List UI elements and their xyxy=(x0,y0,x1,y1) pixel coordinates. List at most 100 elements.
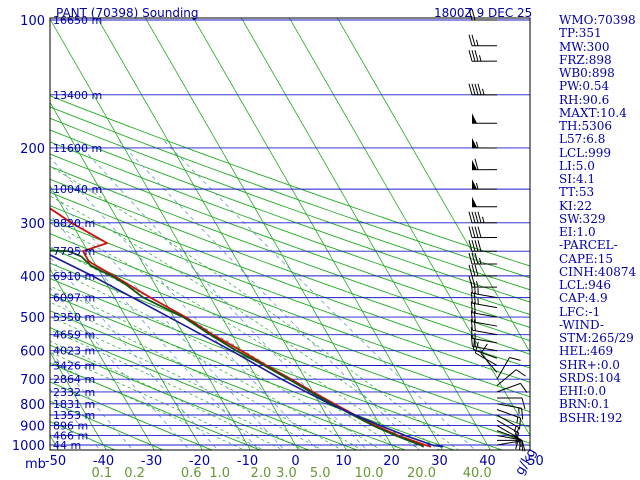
index-row: STM:265/29 xyxy=(559,331,634,345)
height-label: 8820 m xyxy=(53,217,95,230)
wind-barb xyxy=(496,357,521,380)
dry-adiabat-line xyxy=(50,218,530,398)
height-label: 6910 m xyxy=(53,270,95,283)
dry-adiabat-line xyxy=(50,362,262,450)
isotherm-line xyxy=(50,18,299,450)
index-row: WB0:898 xyxy=(559,66,615,80)
mixing-ratio-tick-label: 10.0 xyxy=(355,466,384,480)
wind-barb xyxy=(470,291,498,309)
moist-adiabat-line xyxy=(50,361,245,450)
wind-barb xyxy=(470,318,498,336)
wind-barb xyxy=(471,113,498,124)
index-row: FRZ:898 xyxy=(559,52,612,67)
wind-barb xyxy=(471,179,498,190)
dry-adiabat-line xyxy=(50,262,530,444)
isotherm-line xyxy=(336,18,530,353)
height-label: 4659 m xyxy=(53,329,95,342)
parcel-line xyxy=(50,254,444,448)
wind-barb xyxy=(468,34,498,47)
moist-adiabat-lines xyxy=(50,165,460,450)
mixing-ratio-lines xyxy=(50,138,476,450)
index-row: MAXT:10.4 xyxy=(559,105,627,120)
mixing-ratio-line xyxy=(50,287,190,450)
dry-adiabat-line xyxy=(50,327,359,450)
moist-adiabat-line xyxy=(50,316,323,450)
moist-adiabat-line xyxy=(50,165,460,450)
plot-frame xyxy=(49,17,531,451)
moist-adiabat-line xyxy=(50,329,304,450)
height-label: 6097 m xyxy=(53,292,95,305)
index-row: CINH:40874 xyxy=(559,264,637,279)
index-row: SI:4.1 xyxy=(559,172,596,186)
dry-adiabat-line xyxy=(50,205,530,383)
dry-adiabat-line xyxy=(50,165,530,342)
mixing-ratio-line xyxy=(50,350,134,450)
moist-adiabat-line xyxy=(50,267,382,450)
wind-barb xyxy=(468,275,498,288)
index-row: SHR+:0.0 xyxy=(559,357,620,372)
height-label: 13400 m xyxy=(53,89,102,102)
temperature-tick-label: 20 xyxy=(383,454,400,469)
mixing-ratio-tick-label: 40.0 xyxy=(463,466,492,480)
pressure-tick-label: 200 xyxy=(20,142,45,157)
pressure-tick-label: 1000 xyxy=(12,439,45,454)
dry-adiabat-line xyxy=(50,277,504,450)
dry-adiabat-line xyxy=(50,400,165,450)
index-row: EHI:0.0 xyxy=(559,384,607,398)
mixing-ratio-tick-label: 20.0 xyxy=(407,466,436,480)
pressure-tick-label: 400 xyxy=(20,270,45,285)
mixing-ratio-tick-label: 0.6 xyxy=(181,466,202,480)
moist-adiabat-line xyxy=(50,222,421,450)
height-label: 10040 m xyxy=(53,183,102,196)
height-labels: 16650 m 13400 m 11600 m 10040 m 8820 m 7795 m… xyxy=(53,14,102,452)
pressure-tick-labels: 100 200 300 400 500 600 700 800 900 1000 xyxy=(12,14,45,454)
index-row: LI:5.0 xyxy=(559,158,595,173)
pressure-tick-label: 100 xyxy=(20,14,45,29)
height-label: 44 m xyxy=(53,439,81,452)
moist-adiabat-line xyxy=(50,195,440,450)
index-row: RH:90.6 xyxy=(559,92,610,107)
pressure-tick-label: 700 xyxy=(20,373,45,388)
wind-barb xyxy=(496,403,524,420)
temperature-tick-label: -10 xyxy=(237,454,258,469)
temperature-tick-label: -30 xyxy=(141,454,162,469)
wind-barb xyxy=(470,327,498,344)
wind-barb xyxy=(468,264,498,277)
index-row: L57:6.8 xyxy=(559,132,606,147)
chart-time: 1800Z 9 DEC 25 xyxy=(434,6,532,20)
mixing-ratio-line xyxy=(73,138,368,450)
temperature-tick-label: -40 xyxy=(93,454,114,469)
dry-adiabat-line xyxy=(50,129,530,303)
mixing-ratio-tick-labels: 0.1 0.2 0.6 1.0 2.0 3.0 5.0 10.0 20.0 40.0 xyxy=(92,466,492,480)
index-row: PW:0.54 xyxy=(559,79,610,94)
temperature-tick-labels: -50 -40 -30 -20 -10 0 10 20 30 40 50 xyxy=(45,454,544,469)
temperature-tick-label: 0 xyxy=(291,454,299,469)
isotherm-line xyxy=(144,18,395,450)
index-row: TT:53 xyxy=(559,185,595,200)
wind-barb xyxy=(470,334,498,352)
dry-adiabat-line xyxy=(50,191,530,369)
wind-barb xyxy=(468,83,498,96)
isotherm-line xyxy=(288,18,530,437)
wind-barb xyxy=(496,382,528,393)
chart-title: PANT (70398) Sounding xyxy=(56,6,199,20)
temperature-tick-label: 50 xyxy=(527,454,544,469)
pressure-tick-label: 800 xyxy=(20,398,45,413)
isotherm-line xyxy=(50,351,107,450)
wind-barb xyxy=(468,252,498,265)
pressure-tick-label: 600 xyxy=(20,345,45,360)
moist-adiabat-line xyxy=(50,340,284,450)
mixing-ratio-tick-label: 3.0 xyxy=(276,466,297,480)
index-row: CAP:4.9 xyxy=(559,291,608,306)
profile-series xyxy=(50,207,444,448)
mixing-ratio-line xyxy=(50,156,319,450)
wind-barb xyxy=(471,137,498,149)
temperature-tick-label: 30 xyxy=(431,454,448,469)
height-label: 896 m xyxy=(53,420,88,433)
dry-adiabat-line xyxy=(50,117,530,291)
height-label: 2864 m xyxy=(53,373,95,386)
wind-barb xyxy=(496,435,524,452)
pressure-tick-label: 300 xyxy=(20,217,45,232)
mixing-ratio-line xyxy=(50,214,260,450)
